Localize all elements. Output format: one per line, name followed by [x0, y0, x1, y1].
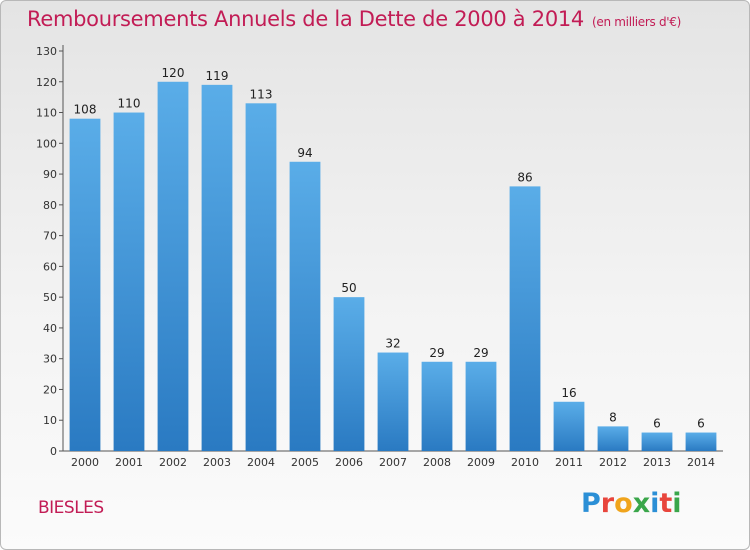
bar-2014 [685, 432, 717, 451]
x-tick-label-2001: 2001 [115, 456, 143, 469]
y-tick-label: 90 [43, 168, 57, 181]
y-tick-label: 50 [43, 291, 57, 304]
x-tick-label-2000: 2000 [71, 456, 99, 469]
chart-title-text: Remboursements Annuels de la Dette de 20… [27, 7, 584, 31]
y-tick-label: 30 [43, 353, 57, 366]
bar-2010 [509, 186, 541, 451]
x-axis-ticks: 2000 2001 2002 2003 2004 2005 2006 2007 2008 2009… [71, 456, 715, 469]
x-tick-label-2007: 2007 [379, 456, 407, 469]
data-label-2008: 29 [429, 346, 444, 360]
y-axis-ticks: 0 10 20 30 40 50 60 70 80 90 100 110 120 130 [36, 45, 63, 458]
logo-letter: o [614, 488, 633, 519]
data-label-2010: 86 [517, 170, 532, 184]
data-label-2005: 94 [297, 146, 312, 160]
x-tick-label-2014: 2014 [687, 456, 715, 469]
data-label-2004: 113 [250, 87, 273, 101]
bar-2011 [553, 401, 585, 451]
x-tick-label-2012: 2012 [599, 456, 627, 469]
data-label-2009: 29 [473, 346, 488, 360]
bar-2013 [641, 432, 673, 451]
data-label-2007: 32 [385, 337, 400, 351]
x-tick-label-2009: 2009 [467, 456, 495, 469]
unit-note: (en milliers d'€) [592, 15, 682, 29]
y-tick-label: 110 [36, 107, 57, 120]
data-label-2011: 16 [561, 386, 576, 400]
commune-name: BIESLES [38, 498, 104, 518]
logo-letter: P [581, 488, 601, 519]
y-tick-label: 130 [36, 45, 57, 58]
logo-letter: i [672, 488, 682, 519]
x-tick-label-2010: 2010 [511, 456, 539, 469]
x-tick-label-2002: 2002 [159, 456, 187, 469]
bar-2009 [465, 361, 497, 451]
x-tick-label-2005: 2005 [291, 456, 319, 469]
bar-2012 [597, 426, 629, 451]
logo-letter: i [650, 488, 660, 519]
y-tick-label: 20 [43, 383, 57, 396]
y-tick-label: 0 [50, 445, 57, 458]
y-tick-label: 40 [43, 322, 57, 335]
y-tick-label: 80 [43, 199, 57, 212]
bar-2002 [157, 81, 189, 452]
x-tick-label-2003: 2003 [203, 456, 231, 469]
logo-letter: t [659, 488, 673, 519]
data-label-2002: 120 [162, 66, 185, 80]
x-tick-label-2008: 2008 [423, 456, 451, 469]
bar-2001 [113, 112, 145, 452]
x-tick-label-2011: 2011 [555, 456, 583, 469]
data-label-2013: 6 [653, 417, 661, 431]
bar-2005 [289, 161, 321, 451]
data-label-2003: 119 [206, 69, 229, 83]
bar-2007 [377, 352, 409, 451]
y-tick-label: 120 [36, 76, 57, 89]
bars [69, 81, 717, 452]
y-tick-label: 70 [43, 230, 57, 243]
logo-letter: x [632, 488, 651, 519]
data-label-2014: 6 [697, 417, 705, 431]
bar-2006 [333, 297, 365, 451]
bar-2004 [245, 103, 277, 452]
x-tick-label-2004: 2004 [247, 456, 275, 469]
x-tick-label-2006: 2006 [335, 456, 363, 469]
y-tick-label: 60 [43, 260, 57, 273]
chart-title: Remboursements Annuels de la Dette de 20… [27, 7, 681, 31]
bar-2000 [69, 118, 101, 451]
y-tick-label: 100 [36, 137, 57, 150]
proxiti-logo: Proxiti [581, 488, 682, 519]
data-label-2000: 108 [74, 103, 97, 117]
bar-2003 [201, 84, 233, 451]
logo-letter: r [600, 488, 615, 519]
x-tick-label-2013: 2013 [643, 456, 671, 469]
bar-2008 [421, 361, 453, 451]
data-label-2001: 110 [118, 97, 141, 111]
y-tick-label: 10 [43, 414, 57, 427]
data-label-2012: 8 [609, 410, 617, 424]
data-label-2006: 50 [341, 281, 356, 295]
